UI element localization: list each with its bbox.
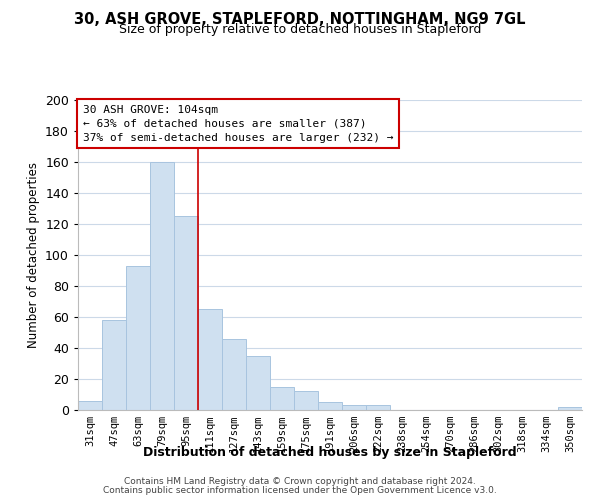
Bar <box>318 402 342 410</box>
Bar <box>126 266 150 410</box>
Text: Size of property relative to detached houses in Stapleford: Size of property relative to detached ho… <box>119 24 481 36</box>
Bar <box>198 309 222 410</box>
Bar <box>222 338 246 410</box>
Bar <box>78 400 102 410</box>
Text: Contains HM Land Registry data © Crown copyright and database right 2024.: Contains HM Land Registry data © Crown c… <box>124 477 476 486</box>
Bar <box>246 356 270 410</box>
Text: Contains public sector information licensed under the Open Government Licence v3: Contains public sector information licen… <box>103 486 497 495</box>
Bar <box>102 320 126 410</box>
Bar <box>342 406 366 410</box>
Bar <box>558 407 582 410</box>
Bar <box>270 387 294 410</box>
Bar <box>366 406 390 410</box>
Text: 30 ASH GROVE: 104sqm
← 63% of detached houses are smaller (387)
37% of semi-deta: 30 ASH GROVE: 104sqm ← 63% of detached h… <box>83 104 394 142</box>
Y-axis label: Number of detached properties: Number of detached properties <box>26 162 40 348</box>
Bar <box>150 162 174 410</box>
Text: 30, ASH GROVE, STAPLEFORD, NOTTINGHAM, NG9 7GL: 30, ASH GROVE, STAPLEFORD, NOTTINGHAM, N… <box>74 12 526 28</box>
Text: Distribution of detached houses by size in Stapleford: Distribution of detached houses by size … <box>143 446 517 459</box>
Bar <box>174 216 198 410</box>
Bar <box>294 392 318 410</box>
